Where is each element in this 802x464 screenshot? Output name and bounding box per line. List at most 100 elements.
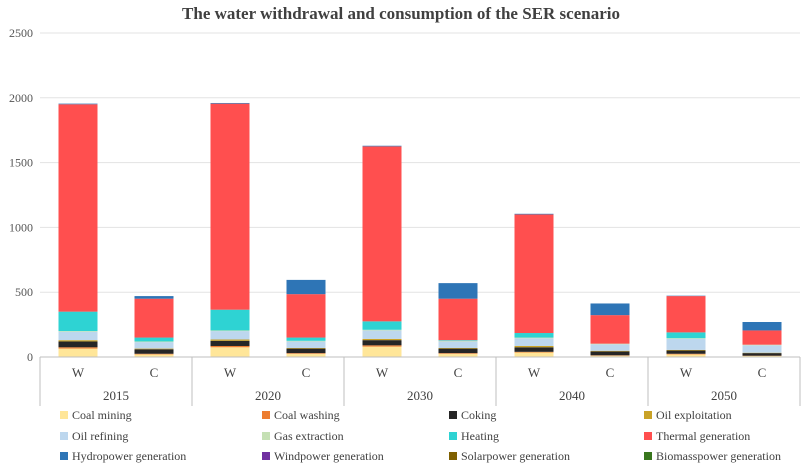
x-tick-label: C [606,365,615,380]
bar-segment [514,345,554,348]
legend-swatch [60,432,68,440]
x-group-label: 2040 [559,388,585,403]
x-tick-label: W [528,365,541,380]
legend: Coal mining Coal washing Coking Oil exploit… [60,408,781,463]
bar-segment [286,341,326,348]
bar-segment [590,315,630,344]
bar-segment [210,345,250,348]
bar-segment [362,345,402,347]
x-tick-label: C [302,365,311,380]
bar-segment [666,338,706,350]
bar-segment [286,279,326,295]
bar-segment [438,283,478,299]
bar-segment [666,349,706,351]
legend-label: Coal mining [72,408,132,422]
bar-segment [134,348,174,350]
bar-segment [590,344,630,351]
y-axis: 0 500 1000 1500 2000 2500 [9,26,33,364]
bar-segment [666,350,706,354]
bar-segment [438,341,478,348]
legend-label: Oil exploitation [656,408,732,422]
bar-segment [742,322,782,331]
bar-segment [666,338,706,339]
bar-segment [438,340,478,342]
bar-segment [666,296,706,333]
legend-label: Thermal generation [656,429,750,443]
bar-segment [210,331,250,340]
bar-segment [58,104,98,312]
bar-segment [58,348,98,357]
bar-segment [590,351,630,356]
bar-segment [362,321,402,330]
x-group-label: 2020 [255,388,281,403]
bar-segment [286,348,326,354]
x-group-label: 2050 [711,388,737,403]
bar-segment [134,341,174,343]
bar-segment [286,353,326,354]
bar-segment [58,331,98,341]
legend-swatch [644,452,652,460]
x-tick-label: C [150,365,159,380]
bar-segment [514,351,554,353]
bar-segment [362,330,402,339]
bar-segment [286,347,326,349]
legend-swatch [262,411,270,419]
bar-segment [286,340,326,342]
bar-segment [438,353,478,357]
legend-swatch [262,452,270,460]
bar-segment [286,353,326,357]
bar-segment [134,296,174,299]
bar-segment [362,340,402,346]
bar-segment [590,303,630,316]
legend-label: Coking [461,408,496,422]
bar-segment [362,146,402,322]
bar-segment [58,341,98,348]
bar-segment [210,330,250,332]
x-tick-label: W [72,365,85,380]
x-group-label: 2015 [103,388,129,403]
legend-label: Heating [461,429,499,443]
bar-segment [58,340,98,342]
bar-segment [362,338,402,341]
x-tick-label: C [454,365,463,380]
legend-swatch [644,411,652,419]
legend-swatch [60,411,68,419]
chart-title: The water withdrawal and consumption of … [182,4,620,23]
bar-segment [286,294,326,338]
bar-segment [210,340,250,346]
bar-segment [742,344,782,346]
bars [58,102,782,357]
legend-swatch [449,432,457,440]
y-tick-label: 2500 [9,26,33,40]
legend-swatch [262,432,270,440]
bar-segment [210,309,250,331]
bar-segment [286,337,326,341]
bar-segment [514,213,554,215]
bar-segment [742,345,782,353]
x-tick-label: W [680,365,693,380]
bar-segment [134,298,174,338]
x-tick-label: W [224,365,237,380]
bar-segment [514,352,554,357]
legend-label: Solarpower generation [461,449,570,463]
bar-segment [438,340,478,341]
legend-swatch [449,411,457,419]
bar-segment [438,353,478,354]
bar-segment [362,329,402,331]
x-tick-label: W [376,365,389,380]
bar-segment [438,298,478,341]
legend-label: Coal washing [274,408,340,422]
bar-segment [514,337,554,339]
gridlines [40,32,800,293]
y-tick-label: 0 [27,350,33,364]
bar-segment [438,347,478,349]
bar-segment [514,214,554,334]
y-tick-label: 2000 [9,91,33,105]
legend-label: Hydropower generation [72,449,186,463]
bar-segment [210,102,250,104]
bar-segment [58,311,98,332]
bar-segment [590,355,630,357]
legend-label: Windpower generation [274,449,384,463]
bar-segment [514,338,554,346]
bar-segment [210,347,250,357]
